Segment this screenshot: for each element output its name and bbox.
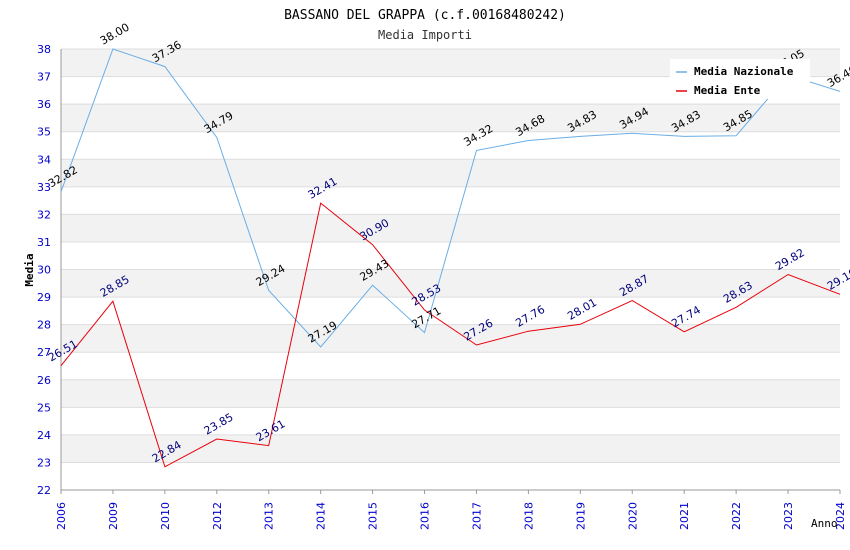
grid-band <box>61 407 840 435</box>
y-tick-label: 23 <box>37 456 51 469</box>
legend: Media Nazionale Media Ente <box>670 59 810 99</box>
grid-band <box>61 241 840 270</box>
x-tick-label: 2024 <box>834 502 847 530</box>
x-tick-label: 2022 <box>730 502 743 530</box>
legend-box <box>670 59 810 99</box>
y-tick-label: 27 <box>37 346 51 359</box>
y-tick-label: 29 <box>37 291 51 304</box>
grid-band <box>61 297 840 325</box>
chart-title: BASSANO DEL GRAPPA (c.f.00168480242) <box>284 8 566 23</box>
chart-subtitle: Media Importi <box>378 28 472 42</box>
x-tick-label: 2015 <box>367 502 380 530</box>
x-tick-label: 2009 <box>107 502 120 530</box>
grid-band <box>61 434 840 463</box>
y-tick-label: 24 <box>37 429 51 442</box>
x-tick-label: 2010 <box>159 502 172 530</box>
x-tick-label: 2020 <box>626 502 639 530</box>
x-tick-label: 2013 <box>263 502 276 530</box>
x-tick-label: 2021 <box>678 502 691 530</box>
x-tick-label: 2012 <box>211 502 224 530</box>
grid-band <box>61 379 840 408</box>
axes <box>60 49 840 491</box>
legend-label-ente: Media Ente <box>694 84 761 97</box>
grid-band <box>61 214 840 242</box>
y-axis-label: Media <box>23 253 36 286</box>
y-tick-label: 32 <box>37 208 51 221</box>
grid-bands <box>61 48 840 491</box>
grid-band <box>61 462 840 490</box>
grid-band <box>61 104 840 132</box>
x-tick-label: 2014 <box>315 502 328 530</box>
x-tick-label: 2018 <box>522 502 535 530</box>
y-tick-label: 28 <box>37 319 51 332</box>
series-line-ente <box>60 202 841 468</box>
grid-band <box>61 159 840 187</box>
y-tick-label: 33 <box>37 181 51 194</box>
data-label: 38.00 <box>98 21 132 48</box>
grid-band <box>61 324 840 353</box>
x-tick-label: 2019 <box>574 502 587 530</box>
y-tick-label: 37 <box>37 71 51 84</box>
y-tick-label: 25 <box>37 401 51 414</box>
y-tick-label: 22 <box>37 484 51 497</box>
x-tick-label: 2017 <box>470 502 483 530</box>
legend-label-nazionale: Media Nazionale <box>694 65 794 78</box>
x-axis-ticks: 2006 2009 2010 2012 2013 2014 2015 2016 2017 2018… <box>55 490 847 530</box>
x-tick-label: 2023 <box>782 502 795 530</box>
y-tick-label: 38 <box>37 43 51 56</box>
x-tick-label: 2006 <box>55 502 68 530</box>
x-tick-label: 2016 <box>419 502 432 530</box>
grid-band <box>61 269 840 298</box>
series-line-nazionale <box>60 48 841 348</box>
grid-band <box>61 186 840 215</box>
y-tick-label: 26 <box>37 374 51 387</box>
y-axis-ticks: 22 23 24 25 26 27 28 29 30 31 32 33 34 35 36 37 38 <box>37 43 51 497</box>
grid-band <box>61 352 840 380</box>
y-tick-label: 36 <box>37 98 51 111</box>
y-tick-label: 30 <box>37 264 51 277</box>
y-tick-label: 34 <box>37 153 51 166</box>
y-tick-label: 31 <box>37 236 51 249</box>
x-axis-label: Anno <box>811 517 838 530</box>
y-tick-label: 35 <box>37 126 51 139</box>
series-lines <box>60 48 841 468</box>
